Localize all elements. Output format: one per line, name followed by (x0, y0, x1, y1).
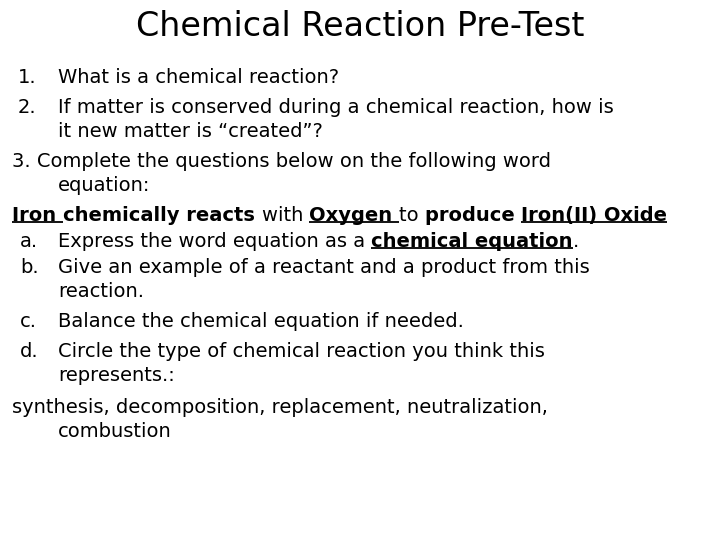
Text: Give an example of a reactant and a product from this: Give an example of a reactant and a prod… (58, 258, 590, 277)
Text: Circle the type of chemical reaction you think this: Circle the type of chemical reaction you… (58, 342, 545, 361)
Text: reaction.: reaction. (58, 282, 144, 301)
Text: combustion: combustion (58, 422, 172, 441)
Text: chemical equation: chemical equation (372, 232, 573, 251)
Text: 1.: 1. (18, 68, 37, 87)
Text: equation:: equation: (58, 176, 150, 195)
Text: represents.:: represents.: (58, 366, 175, 385)
Text: d.: d. (20, 342, 39, 361)
Text: Iron(II) Oxide: Iron(II) Oxide (521, 206, 667, 225)
Text: 3. Complete the questions below on the following word: 3. Complete the questions below on the f… (12, 152, 551, 171)
Text: Chemical Reaction Pre-Test: Chemical Reaction Pre-Test (136, 10, 584, 43)
Text: What is a chemical reaction?: What is a chemical reaction? (58, 68, 339, 87)
Text: produce: produce (425, 206, 521, 225)
Text: to: to (399, 206, 425, 225)
Text: 2.: 2. (18, 98, 37, 117)
Text: b.: b. (20, 258, 39, 277)
Text: it new matter is “created”?: it new matter is “created”? (58, 122, 323, 141)
Text: If matter is conserved during a chemical reaction, how is: If matter is conserved during a chemical… (58, 98, 613, 117)
Text: c.: c. (20, 312, 37, 331)
Text: Express the word equation as a: Express the word equation as a (58, 232, 372, 251)
Text: .: . (573, 232, 579, 251)
Text: with: with (261, 206, 309, 225)
Text: Oxygen: Oxygen (309, 206, 399, 225)
Text: Balance the chemical equation if needed.: Balance the chemical equation if needed. (58, 312, 464, 331)
Text: chemically reacts: chemically reacts (63, 206, 261, 225)
Text: synthesis, decomposition, replacement, neutralization,: synthesis, decomposition, replacement, n… (12, 398, 548, 417)
Text: a.: a. (20, 232, 38, 251)
Text: Iron: Iron (12, 206, 63, 225)
